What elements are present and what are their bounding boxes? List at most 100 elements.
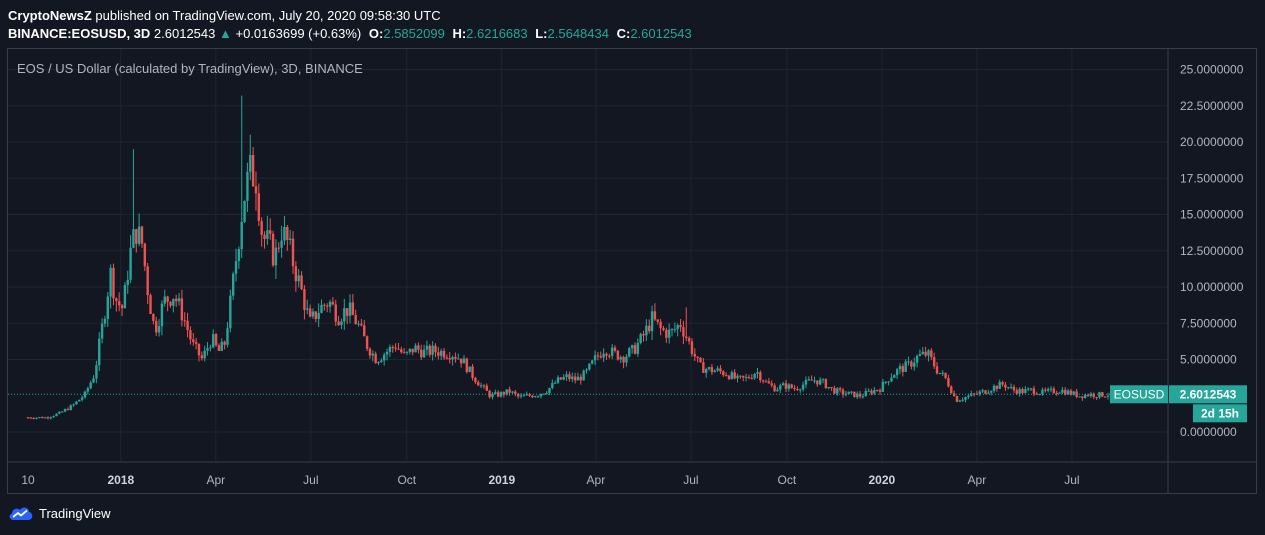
candle-body: [645, 325, 648, 336]
candle-body: [710, 367, 714, 373]
candle-body: [80, 397, 84, 400]
candle-body: [696, 356, 699, 358]
candle-body: [1018, 389, 1021, 394]
candle-body: [400, 349, 403, 353]
symbol-tag[interactable]: [1110, 385, 1168, 404]
candle-body: [1095, 396, 1098, 398]
candle-body: [212, 334, 215, 348]
candle-body: [992, 385, 996, 392]
candle-body: [1086, 394, 1090, 396]
candle-body: [864, 390, 867, 397]
candle-body: [1103, 396, 1107, 398]
candle-body: [146, 266, 149, 296]
candle-body: [571, 376, 574, 380]
candle-body: [459, 358, 463, 364]
candle-body: [1035, 393, 1038, 395]
candle-body: [58, 411, 61, 414]
candle-body: [856, 393, 859, 398]
candle-body: [1041, 389, 1044, 395]
candle-body: [499, 392, 503, 397]
candle-body: [559, 377, 563, 380]
candle-body: [479, 385, 483, 387]
candle-body: [950, 386, 953, 394]
candle-body: [821, 379, 825, 381]
candle-body: [78, 399, 81, 402]
candle-body: [616, 350, 620, 360]
candle-body: [599, 356, 602, 358]
candle-body: [847, 391, 850, 394]
candle-body: [425, 345, 429, 350]
candle-body: [816, 380, 819, 385]
candle-body: [491, 393, 494, 398]
candle-body: [858, 393, 862, 397]
candle-body: [753, 373, 756, 379]
candle-body: [573, 376, 577, 381]
candle-body: [579, 376, 583, 381]
candle-body: [699, 357, 702, 363]
candle-body: [747, 376, 751, 379]
last-price: 2.6012543: [153, 26, 216, 41]
candle-body: [266, 230, 269, 239]
candle-body: [448, 358, 451, 360]
candle-body: [140, 226, 144, 244]
candle-body: [271, 233, 275, 266]
x-tick-label: 2019: [488, 473, 515, 487]
close-label: C:: [616, 26, 631, 41]
candle-body: [365, 336, 369, 349]
candle-body: [833, 387, 836, 394]
candle-body: [588, 363, 591, 370]
x-tick-label: 2020: [869, 473, 896, 487]
candle-body: [209, 347, 212, 349]
candle-body: [38, 417, 41, 419]
candle-body: [280, 240, 283, 248]
open-label: O:: [368, 26, 384, 41]
candle-body: [1061, 389, 1064, 393]
candle-body: [1046, 389, 1050, 391]
candle-body: [152, 314, 155, 321]
candle-body: [927, 350, 930, 356]
candle-body: [867, 390, 870, 392]
candle-body: [314, 311, 318, 320]
candle-body: [109, 267, 112, 297]
candle-body: [932, 357, 936, 367]
candle-body: [348, 302, 352, 316]
y-tick-label: 17.5000000: [1180, 171, 1244, 185]
candle-body: [203, 350, 206, 359]
candle-body: [759, 372, 762, 381]
candle-body: [112, 267, 115, 299]
candle-body: [722, 371, 725, 376]
candle-body: [591, 360, 594, 364]
candle-body: [622, 357, 625, 363]
candle-body: [474, 377, 477, 383]
publisher-name[interactable]: CryptoNewsZ: [8, 8, 92, 23]
y-tick-label: 15.0000000: [1180, 208, 1244, 222]
candle-body: [796, 388, 799, 390]
candle-body: [1029, 388, 1033, 390]
candle-body: [1066, 390, 1070, 395]
candle-body: [52, 416, 55, 418]
candle-body: [231, 273, 235, 296]
candle-body: [531, 395, 534, 398]
candle-body: [739, 375, 742, 377]
candle-body: [360, 323, 363, 326]
candle-body: [98, 338, 101, 366]
ohlc-line: BINANCE:EOSUSD, 3D 2.6012543 ▲ +0.016369…: [8, 26, 692, 41]
candle-body: [166, 296, 169, 302]
candle-body: [736, 375, 739, 379]
candle-body: [439, 350, 443, 356]
candle-body: [471, 366, 474, 378]
candle-body: [257, 193, 261, 221]
candle-body: [1081, 396, 1084, 399]
candle-body: [189, 330, 192, 340]
candle-body: [371, 353, 375, 356]
candle-body: [542, 393, 545, 395]
candle-body: [1072, 391, 1076, 395]
candle-body: [377, 362, 380, 364]
tradingview-logo[interactable]: TradingView: [8, 505, 111, 521]
chart-area[interactable]: [7, 48, 1257, 494]
candle-body: [565, 374, 568, 377]
candle-body: [613, 347, 617, 351]
price-tag-value: 2.6012543: [1180, 387, 1237, 401]
candle-body: [135, 229, 138, 244]
